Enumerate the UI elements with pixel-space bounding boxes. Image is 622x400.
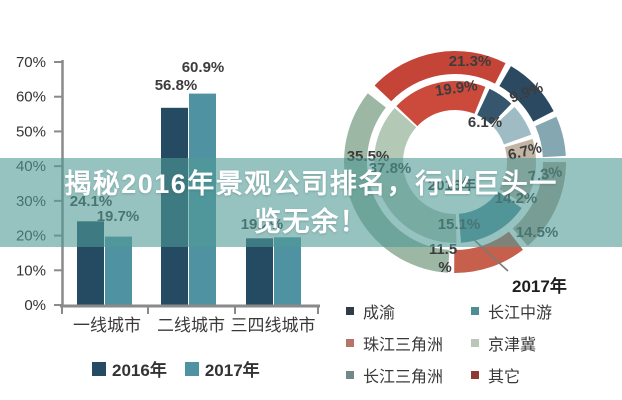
- donut-value-label: %: [438, 259, 451, 276]
- y-axis-tick-label: 0%: [24, 297, 46, 314]
- donut-legend-item: 其它: [471, 363, 611, 387]
- legend-label: 珠江三角洲: [363, 337, 444, 354]
- legend-label: 2016年: [112, 361, 167, 380]
- legend-swatch: [471, 371, 479, 379]
- donut-slice: [535, 116, 566, 158]
- legend-label: 长江三角洲: [363, 369, 444, 386]
- bar-value-label: 60.9%: [182, 59, 225, 76]
- donut-value-label: 21.3%: [449, 53, 492, 70]
- bar-value-label: 56.8%: [155, 77, 198, 94]
- legend-label: 2017年: [204, 361, 260, 380]
- y-axis-tick-label: 10%: [16, 262, 46, 279]
- donut-legend-item: 珠江三角洲: [346, 331, 471, 355]
- donut-slice: [499, 66, 554, 122]
- headline-band: 揭秘2016年景观公司排名，行业巨头一 览无余！: [0, 158, 622, 247]
- legend-swatch: [346, 307, 354, 315]
- x-axis-category-label: 一线城市: [73, 316, 141, 335]
- x-axis-category-label: 二线城市: [157, 316, 225, 335]
- legend-swatch: [184, 361, 199, 376]
- donut-slice: [396, 80, 486, 127]
- headline-line1: 揭秘2016年景观公司排名，行业巨头一: [64, 168, 558, 199]
- legend-swatch: [471, 307, 479, 315]
- bar-2016: [246, 238, 273, 305]
- donut-annotation-2017: 2017年: [512, 277, 567, 296]
- legend-swatch: [471, 339, 479, 347]
- y-axis-tick-label: 50%: [16, 123, 46, 140]
- legend-label: 成渝: [363, 305, 396, 322]
- y-axis-tick-label: 60%: [16, 89, 46, 106]
- legend-label: 长江中游: [488, 305, 553, 322]
- bar-2017: [105, 236, 132, 305]
- bar-2017: [274, 237, 301, 305]
- legend-swatch: [346, 339, 354, 347]
- donut-legend-item: 京津冀: [471, 331, 611, 355]
- headline-line2: 览无余！: [254, 206, 368, 237]
- donut-value-label: 19.9%: [434, 77, 478, 100]
- legend-swatch: [92, 361, 106, 376]
- y-axis-tick-label: 70%: [16, 54, 46, 71]
- bar-legend-item: 2017年: [184, 356, 260, 381]
- donut-legend-item: 长江中游: [471, 299, 611, 323]
- donut-slice: [477, 88, 512, 125]
- legend-swatch: [346, 371, 354, 379]
- donut-legend-item: 长江三角洲: [346, 363, 471, 387]
- donut-legend: 成渝 长江中游珠江三角洲 京津冀长江三角洲 其它: [346, 299, 611, 387]
- donut-slice: [374, 51, 506, 102]
- legend-label: 京津冀: [488, 337, 537, 354]
- legend-label: 其它: [488, 369, 521, 386]
- x-axis-category-label: 三四线城市: [231, 316, 316, 335]
- bar-legend-item: 2016年: [92, 356, 167, 381]
- bar-chart-legend: 2016年 2017年: [92, 356, 260, 381]
- donut-slice: [493, 106, 532, 145]
- donut-legend-item: 成渝: [346, 299, 471, 323]
- donut-value-label: 6.1%: [468, 114, 502, 131]
